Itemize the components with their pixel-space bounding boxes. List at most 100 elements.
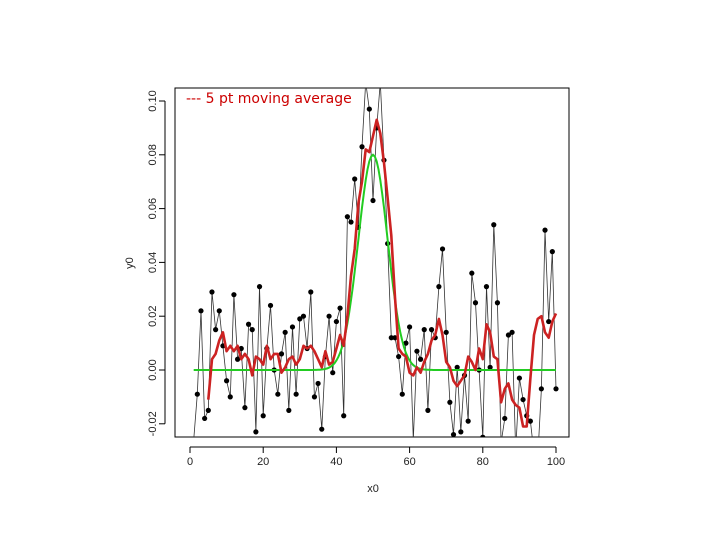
raw-data-point: [282, 329, 288, 335]
raw-data-point: [516, 375, 523, 381]
raw-data-point: [213, 327, 219, 333]
raw-data-point: [549, 249, 555, 255]
raw-data-point: [311, 394, 318, 400]
raw-data-point: [428, 327, 435, 333]
y-tick-label: 0.04: [147, 252, 159, 273]
raw-data-point: [194, 391, 200, 397]
raw-data-point: [245, 321, 252, 327]
raw-data-point: [531, 451, 536, 456]
raw-data-point: [293, 391, 299, 397]
raw-data-point: [491, 222, 497, 228]
raw-data-point: [465, 418, 471, 424]
raw-data-point: [494, 300, 501, 306]
raw-data-point: [202, 415, 208, 422]
moving-average-line: [207, 118, 558, 428]
raw-data-point: [348, 219, 354, 225]
raw-data-point: [505, 332, 512, 338]
raw-data-point: [487, 364, 493, 370]
raw-data-point: [469, 270, 475, 276]
raw-data-point: [502, 415, 508, 422]
x-tick-label: 100: [547, 456, 565, 468]
raw-data-point: [392, 335, 398, 341]
raw-data-point: [359, 144, 365, 150]
y-tick-label: 0.06: [147, 198, 159, 219]
raw-data-point: [297, 316, 303, 322]
raw-data-point: [341, 413, 347, 419]
raw-data-point: [480, 434, 486, 437]
raw-data-point: [267, 302, 274, 309]
raw-data-point: [520, 396, 526, 403]
raw-data-point: [513, 448, 518, 453]
raw-data-point: [396, 353, 402, 360]
raw-data-point: [191, 437, 196, 442]
y-axis: -0.02 0.00 0.02 0.04 0.06 0.08 0.10: [147, 90, 166, 436]
raw-data-point: [315, 380, 321, 387]
raw-data-point: [450, 431, 457, 437]
raw-data-point: [300, 313, 307, 319]
y-tick-label: 0.00: [147, 359, 159, 380]
raw-data-point: [326, 313, 332, 319]
raw-data-point: [352, 176, 358, 182]
raw-data-point: [363, 80, 368, 85]
raw-data-point: [344, 214, 350, 220]
x-tick-label: 40: [330, 456, 342, 468]
raw-data-point: [425, 407, 431, 413]
x-axis: 0 20 40 60 80 100: [187, 446, 565, 468]
raw-data-point: [411, 437, 416, 442]
raw-data-point: [458, 429, 464, 435]
raw-data-point: [249, 327, 255, 333]
y-tick-label: 0.10: [147, 90, 159, 111]
raw-data-point: [275, 391, 281, 397]
raw-data-point: [443, 329, 449, 335]
raw-data-point: [260, 413, 266, 419]
raw-data-point: [509, 329, 515, 335]
raw-data-point: [286, 407, 292, 413]
raw-data-point: [242, 405, 248, 411]
raw-data-point: [308, 289, 314, 295]
x-tick-label: 0: [187, 456, 193, 468]
raw-data-point: [538, 386, 544, 392]
raw-data-point: [289, 324, 296, 330]
raw-data-point: [209, 289, 215, 295]
raw-data-point: [388, 335, 394, 341]
raw-data-point: [439, 246, 446, 252]
raw-data-point: [337, 305, 343, 311]
raw-data-point: [234, 356, 241, 362]
legend-annotation: --- 5 pt moving average: [186, 91, 352, 107]
raw-data-point: [378, 80, 383, 85]
y-tick-label: 0.08: [147, 144, 159, 165]
raw-data-point: [414, 348, 420, 354]
y-axis-title: y0: [124, 257, 136, 269]
raw-data-point: [535, 456, 540, 461]
x-tick-label: 80: [477, 456, 489, 468]
plot-border: [174, 87, 570, 438]
raw-data-point: [205, 407, 211, 413]
raw-data-point: [278, 351, 285, 357]
raw-data-line: [193, 88, 557, 437]
x-axis-title: x0: [367, 483, 379, 495]
plot-area: [191, 80, 559, 461]
raw-data-point: [472, 300, 479, 306]
raw-data-point: [407, 324, 413, 330]
x-tick-label: 20: [257, 456, 269, 468]
raw-data-point: [546, 318, 552, 325]
raw-data-point: [370, 197, 376, 204]
raw-data-point: [198, 308, 204, 314]
raw-data-point: [527, 418, 533, 424]
raw-data-point: [319, 426, 325, 432]
x-tick-label: 60: [403, 456, 415, 468]
raw-data-point: [224, 378, 230, 384]
y-tick-label: -0.02: [147, 411, 159, 436]
raw-data-point: [231, 292, 237, 298]
raw-data-point: [436, 284, 442, 290]
raw-data-point: [216, 308, 222, 314]
raw-data-point: [553, 386, 559, 392]
raw-data-point: [403, 340, 409, 346]
raw-data-point: [483, 284, 490, 290]
raw-data-point: [333, 318, 339, 325]
raw-data-point: [454, 364, 460, 370]
raw-data-point: [256, 284, 263, 290]
raw-data-point: [421, 327, 427, 333]
raw-data-point: [330, 370, 336, 376]
